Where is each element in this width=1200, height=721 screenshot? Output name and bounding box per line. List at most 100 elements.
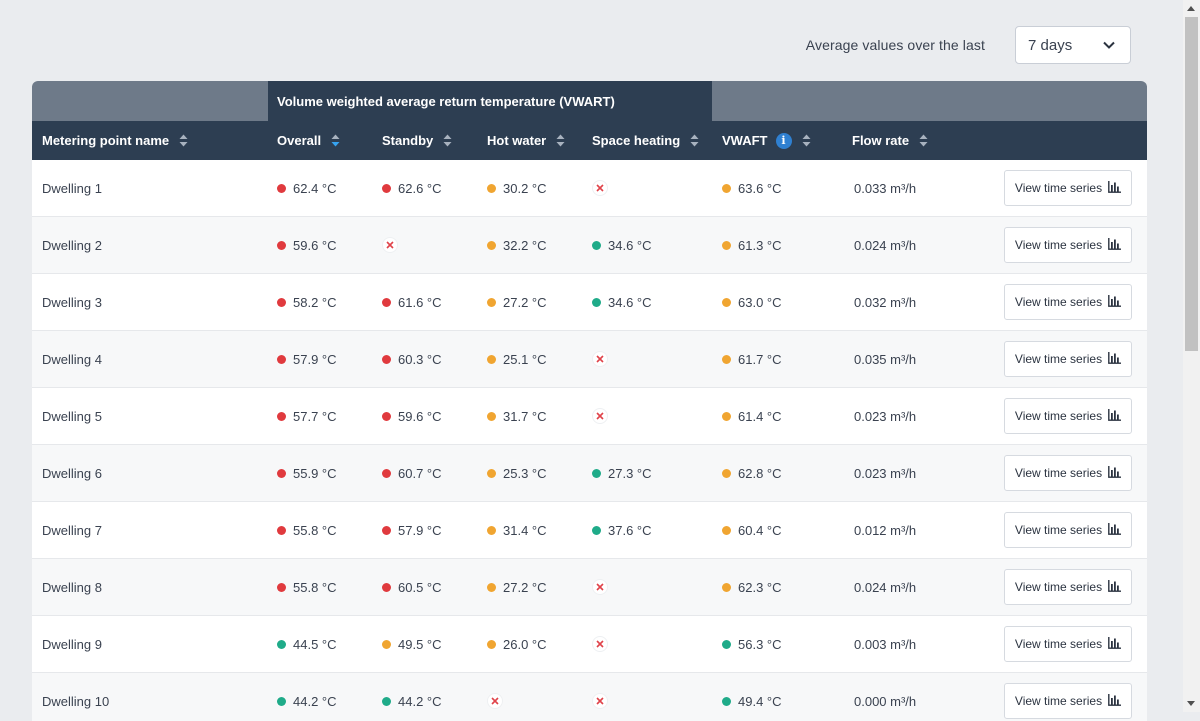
flow-rate-value: 0.035 m³/h — [854, 351, 917, 367]
hot-water-cell — [487, 673, 503, 721]
sort-icon — [690, 134, 699, 147]
hot-water-value: 31.4 °C — [503, 522, 547, 538]
vwaft-cell: 61.4 °C — [722, 388, 782, 444]
hot-water-cell: 25.1 °C — [487, 331, 547, 387]
view-time-series-button[interactable]: View time series — [1004, 284, 1132, 320]
status-dot-orange — [722, 582, 731, 592]
info-icon[interactable]: i — [775, 132, 792, 149]
status-dot-red — [277, 411, 286, 421]
status-dot-orange — [487, 297, 496, 307]
vwaft-cell: 56.3 °C — [722, 616, 782, 672]
view-time-series-button[interactable]: View time series — [1004, 512, 1132, 548]
hot-water-cell: 26.0 °C — [487, 616, 547, 672]
overall-cell: 58.2 °C — [277, 274, 337, 330]
bar-chart-icon — [1102, 180, 1122, 196]
status-dot-orange — [487, 240, 496, 250]
overall-value: 55.8 °C — [293, 522, 337, 538]
bar-chart-icon — [1102, 693, 1122, 709]
bar-chart-icon — [1102, 465, 1122, 481]
view-time-series-button[interactable]: View time series — [1004, 227, 1132, 263]
metering-point-name: Dwelling 7 — [42, 522, 102, 538]
view-time-series-button[interactable]: View time series — [1004, 170, 1132, 206]
view-time-series-button[interactable]: View time series — [1004, 626, 1132, 662]
status-dot-red — [382, 297, 391, 307]
status-dot-red — [277, 297, 286, 307]
column-header-space-heating[interactable]: Space heating — [592, 121, 699, 160]
column-header-overall[interactable]: Overall — [277, 121, 340, 160]
status-dot-orange — [722, 411, 731, 421]
period-select[interactable]: 7 days — [1015, 26, 1131, 64]
no-data-x-icon — [487, 693, 503, 709]
overall-cell: 55.9 °C — [277, 445, 337, 501]
sort-desc-icon — [331, 134, 340, 147]
view-time-series-label: View time series — [1014, 637, 1103, 651]
scrollbar-thumb[interactable] — [1185, 17, 1198, 351]
sort-icon — [443, 134, 452, 147]
sort-icon — [556, 134, 565, 147]
column-header-standby[interactable]: Standby — [382, 121, 452, 160]
standby-cell: 60.7 °C — [382, 445, 442, 501]
space-heating-value: 34.6 °C — [608, 237, 652, 253]
vwaft-value: 61.7 °C — [738, 351, 782, 367]
standby-value: 60.3 °C — [398, 351, 442, 367]
vwaft-value: 49.4 °C — [738, 693, 782, 709]
overall-cell: 59.6 °C — [277, 217, 337, 273]
view-time-series-button[interactable]: View time series — [1004, 455, 1132, 491]
overall-cell: 55.8 °C — [277, 559, 337, 615]
vwaft-cell: 61.3 °C — [722, 217, 782, 273]
status-dot-red — [382, 525, 391, 535]
column-header-vwaft[interactable]: VWAFT i — [722, 121, 811, 160]
metering-point-name: Dwelling 2 — [42, 237, 102, 253]
scroll-up-arrow-icon[interactable] — [1187, 6, 1195, 11]
standby-cell: 62.6 °C — [382, 160, 442, 216]
no-data-x-icon — [592, 579, 608, 595]
scroll-down-arrow-icon[interactable] — [1187, 701, 1195, 706]
view-time-series-button[interactable]: View time series — [1004, 683, 1132, 719]
overall-value: 58.2 °C — [293, 294, 337, 310]
view-time-series-label: View time series — [1014, 181, 1103, 195]
view-time-series-button[interactable]: View time series — [1004, 341, 1132, 377]
column-header-name[interactable]: Metering point name — [42, 121, 188, 160]
space-heating-cell — [592, 160, 608, 216]
vwart-group-header: Volume weighted average return temperatu… — [268, 81, 712, 121]
status-dot-orange — [487, 468, 496, 478]
hot-water-cell: 31.7 °C — [487, 388, 547, 444]
view-time-series-button[interactable]: View time series — [1004, 569, 1132, 605]
vertical-scrollbar[interactable] — [1183, 0, 1200, 712]
status-dot-red — [277, 354, 286, 364]
column-header-flow-rate[interactable]: Flow rate — [852, 121, 928, 160]
status-dot-orange — [487, 183, 496, 193]
space-heating-cell: 37.6 °C — [592, 502, 652, 558]
no-data-x-icon — [592, 351, 608, 367]
vwaft-value: 62.8 °C — [738, 465, 782, 481]
status-dot-red — [277, 468, 286, 478]
flow-rate-value: 0.023 m³/h — [854, 465, 917, 481]
bar-chart-icon — [1102, 351, 1122, 367]
hot-water-value: 31.7 °C — [503, 408, 547, 424]
bar-chart-icon — [1102, 237, 1122, 253]
status-dot-green — [592, 297, 601, 307]
table-row: Dwelling 8 55.8 °C 60.5 °C 27.2 °C 62.3 °C 0.… — [32, 559, 1147, 616]
table-group-header: Volume weighted average return temperatu… — [32, 81, 1147, 121]
status-dot-orange — [722, 297, 731, 307]
flow-rate-value: 0.024 m³/h — [854, 237, 917, 253]
space-heating-cell — [592, 331, 608, 387]
status-dot-green — [382, 696, 391, 706]
hot-water-value: 25.1 °C — [503, 351, 547, 367]
view-time-series-label: View time series — [1014, 694, 1103, 708]
status-dot-orange — [487, 354, 496, 364]
overall-value: 57.7 °C — [293, 408, 337, 424]
standby-cell: 60.5 °C — [382, 559, 442, 615]
metering-point-name: Dwelling 6 — [42, 465, 102, 481]
column-header-hot-water[interactable]: Hot water — [487, 121, 565, 160]
view-time-series-label: View time series — [1014, 352, 1103, 366]
vwaft-cell: 49.4 °C — [722, 673, 782, 721]
vwaft-cell: 63.6 °C — [722, 160, 782, 216]
space-heating-cell — [592, 616, 608, 672]
table-row: Dwelling 3 58.2 °C 61.6 °C 27.2 °C 34.6 °C 63… — [32, 274, 1147, 331]
table-header: Metering point name Overall Standby Hot … — [32, 121, 1147, 160]
status-dot-red — [277, 240, 286, 250]
overall-cell: 57.7 °C — [277, 388, 337, 444]
view-time-series-button[interactable]: View time series — [1004, 398, 1132, 434]
status-dot-orange — [722, 525, 731, 535]
